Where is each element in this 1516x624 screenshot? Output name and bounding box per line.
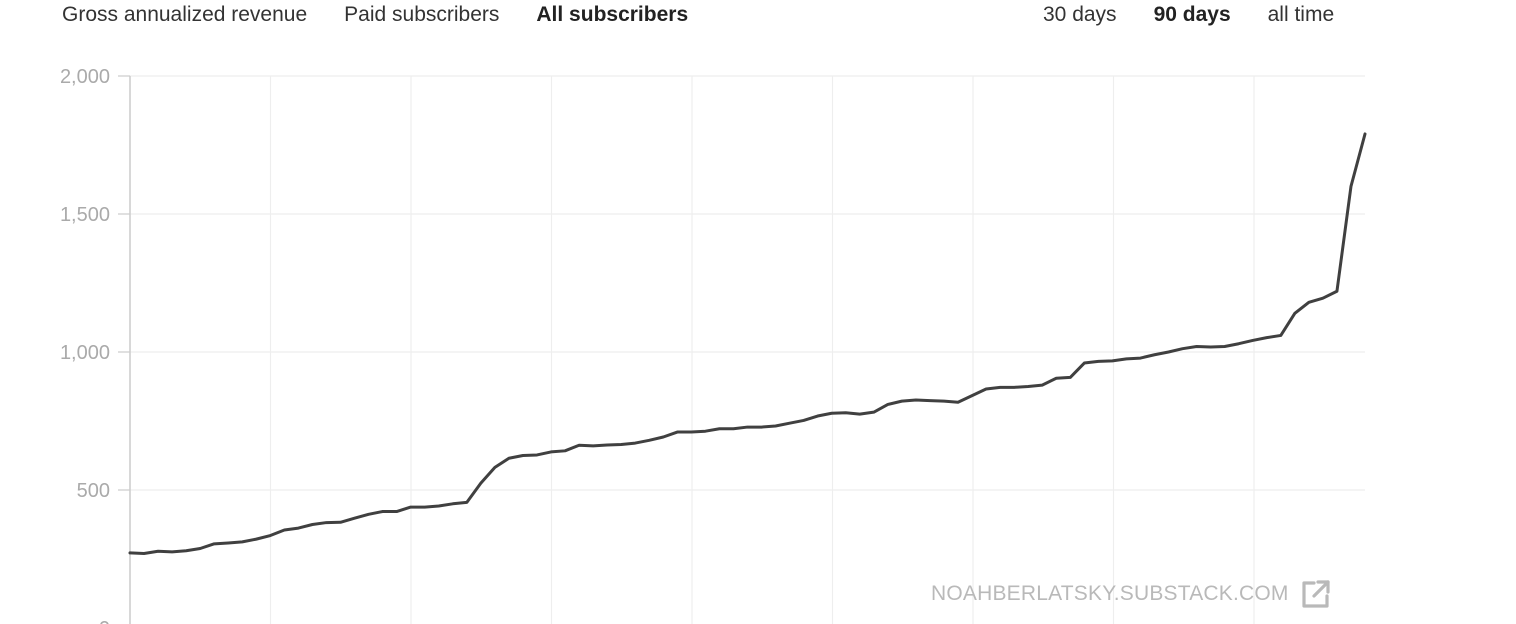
tab-30-days[interactable]: 30 days — [1043, 3, 1117, 26]
y-axis-ticks: 0 500 1,000 1,500 2,000 — [60, 66, 130, 624]
y-tick-label: 500 — [77, 480, 110, 502]
metric-tabs: Gross annualized revenue Paid subscriber… — [62, 2, 725, 28]
chart-grid — [130, 75, 1365, 624]
y-tick-label: 1,000 — [60, 342, 110, 364]
tab-all-time[interactable]: all time — [1267, 3, 1335, 26]
tab-all-subscribers[interactable]: All subscribers — [536, 3, 689, 26]
series-line-all-subscribers — [128, 132, 1367, 555]
publication-link[interactable]: NOAHBERLATSKY.SUBSTACK.COM — [931, 577, 1332, 611]
tab-paid-subscribers[interactable]: Paid subscribers — [344, 3, 500, 26]
tab-gross-annualized-revenue[interactable]: Gross annualized revenue — [62, 3, 308, 26]
tab-90-days[interactable]: 90 days — [1153, 3, 1231, 26]
y-tick-label: 2,000 — [60, 66, 110, 88]
external-link-icon — [1302, 580, 1330, 608]
y-tick-label: 0 — [99, 618, 110, 624]
y-tick-label: 1,500 — [60, 204, 110, 226]
range-tabs: 30 days 90 days all time — [1043, 2, 1371, 28]
publication-url-text: NOAHBERLATSKY.SUBSTACK.COM — [931, 582, 1289, 605]
